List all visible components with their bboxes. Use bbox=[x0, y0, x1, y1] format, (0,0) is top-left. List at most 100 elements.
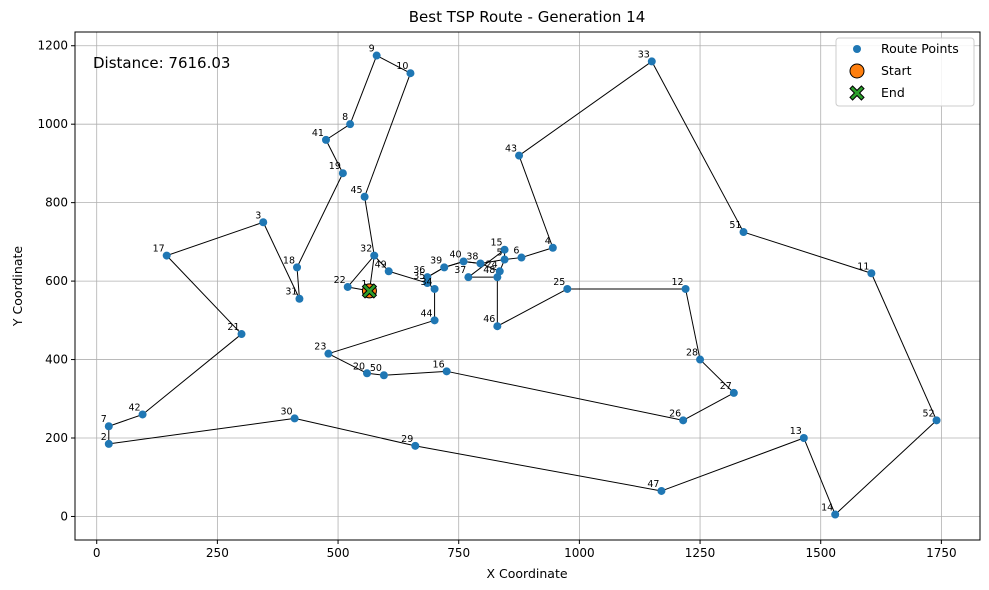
route-point-label: 49 bbox=[375, 259, 387, 270]
x-axis-label: X Coordinate bbox=[486, 566, 567, 581]
route-point bbox=[500, 245, 509, 254]
route-point-label: 12 bbox=[671, 277, 683, 288]
route-point bbox=[476, 259, 485, 268]
route-point-label: 50 bbox=[370, 363, 382, 374]
grid bbox=[75, 32, 980, 540]
route-point-label: 40 bbox=[449, 249, 461, 260]
route-point bbox=[679, 416, 688, 425]
route-segment bbox=[743, 231, 872, 274]
end-marker bbox=[361, 283, 378, 299]
y-tick-label: 1200 bbox=[37, 39, 68, 53]
route-point bbox=[162, 251, 171, 260]
legend-start-marker bbox=[849, 63, 865, 79]
legend-route-points-label: Route Points bbox=[881, 41, 959, 56]
x-tick-label: 1500 bbox=[805, 546, 836, 560]
route-point-label: 38 bbox=[466, 251, 478, 262]
route-point bbox=[324, 349, 333, 358]
route-point bbox=[237, 330, 246, 339]
route-point-label: 39 bbox=[430, 255, 442, 266]
route-point bbox=[138, 410, 147, 419]
route-point bbox=[867, 269, 876, 278]
route-segment bbox=[685, 288, 701, 360]
route-segment bbox=[497, 288, 568, 327]
route-point-label: 52 bbox=[922, 408, 934, 419]
route-point-label: 41 bbox=[312, 128, 324, 139]
route-point-label: 27 bbox=[720, 381, 732, 392]
route-point bbox=[406, 69, 415, 78]
y-tick-label: 800 bbox=[45, 196, 68, 210]
route-point-label: 16 bbox=[433, 359, 445, 370]
route-point-label: 23 bbox=[314, 342, 326, 353]
route-point bbox=[831, 510, 840, 519]
route-point bbox=[430, 284, 439, 293]
route-point bbox=[430, 316, 439, 325]
x-tick-label: 1750 bbox=[926, 546, 957, 560]
route-point-label: 51 bbox=[729, 220, 741, 231]
route-point bbox=[464, 273, 473, 282]
route-lines bbox=[108, 55, 938, 515]
route-segment bbox=[651, 61, 744, 233]
route-point bbox=[647, 57, 656, 66]
route-point-label: 47 bbox=[647, 479, 659, 490]
route-point-label: 3 bbox=[255, 210, 261, 221]
route-point-label: 26 bbox=[669, 408, 681, 419]
route-segment bbox=[518, 61, 653, 156]
route-point bbox=[259, 218, 268, 227]
route-point-label: 48 bbox=[483, 265, 495, 276]
legend-start-label: Start bbox=[881, 63, 912, 78]
route-segment bbox=[108, 417, 295, 445]
y-tick-label: 200 bbox=[45, 431, 68, 445]
route-point-label: 15 bbox=[490, 238, 502, 249]
route-segment bbox=[364, 196, 375, 256]
route-segment bbox=[682, 392, 735, 421]
route-point-label: 9 bbox=[369, 44, 375, 55]
route-point-label: 24 bbox=[486, 259, 498, 270]
route-point-label: 13 bbox=[790, 426, 802, 437]
route-segment bbox=[325, 123, 351, 141]
y-tick-label: 400 bbox=[45, 353, 68, 367]
route-point bbox=[657, 486, 666, 495]
y-tick-label: 600 bbox=[45, 274, 68, 288]
route-point bbox=[493, 273, 502, 282]
route-point bbox=[321, 135, 330, 144]
route-point bbox=[295, 294, 304, 303]
x-tick-label: 500 bbox=[327, 546, 350, 560]
route-segment bbox=[325, 139, 344, 174]
route-point-label: 44 bbox=[420, 308, 432, 319]
route-point bbox=[290, 414, 299, 423]
route-point bbox=[360, 192, 369, 201]
route-segment bbox=[468, 249, 505, 278]
route-segment bbox=[349, 55, 378, 125]
route-point bbox=[548, 243, 557, 252]
route-point-label: 31 bbox=[285, 287, 297, 298]
legend-end-marker bbox=[849, 85, 865, 101]
route-point-label: 4 bbox=[545, 236, 551, 247]
route-point bbox=[411, 441, 420, 450]
route-point bbox=[384, 267, 393, 276]
route-point bbox=[379, 371, 388, 380]
route-point bbox=[459, 257, 468, 266]
route-segment bbox=[518, 155, 554, 248]
y-axis-label: Y Coordinate bbox=[10, 246, 25, 327]
route-point-label: 30 bbox=[281, 406, 293, 417]
x-tick-label: 0 bbox=[93, 546, 101, 560]
route-point bbox=[372, 51, 381, 60]
route-point bbox=[104, 439, 113, 448]
route-point bbox=[104, 422, 113, 431]
route-point-label: 18 bbox=[283, 255, 295, 266]
legend: Route Points Start End bbox=[835, 37, 975, 107]
route-point-label: 36 bbox=[413, 265, 425, 276]
route-point-label: 34 bbox=[420, 277, 432, 288]
route-point-label: 11 bbox=[857, 261, 869, 272]
route-point-label: 35 bbox=[413, 271, 425, 282]
route-point-label: 2 bbox=[101, 432, 107, 443]
route-point-label: 5 bbox=[497, 248, 503, 259]
distance-annotation: Distance: 7616.03 bbox=[93, 54, 230, 72]
route-point bbox=[293, 263, 302, 272]
route-segment bbox=[383, 370, 447, 376]
chart-title: Best TSP Route - Generation 14 bbox=[409, 8, 646, 26]
route-point bbox=[563, 284, 572, 293]
legend-route-points-marker bbox=[853, 45, 861, 53]
route-point-label: 8 bbox=[342, 112, 348, 123]
